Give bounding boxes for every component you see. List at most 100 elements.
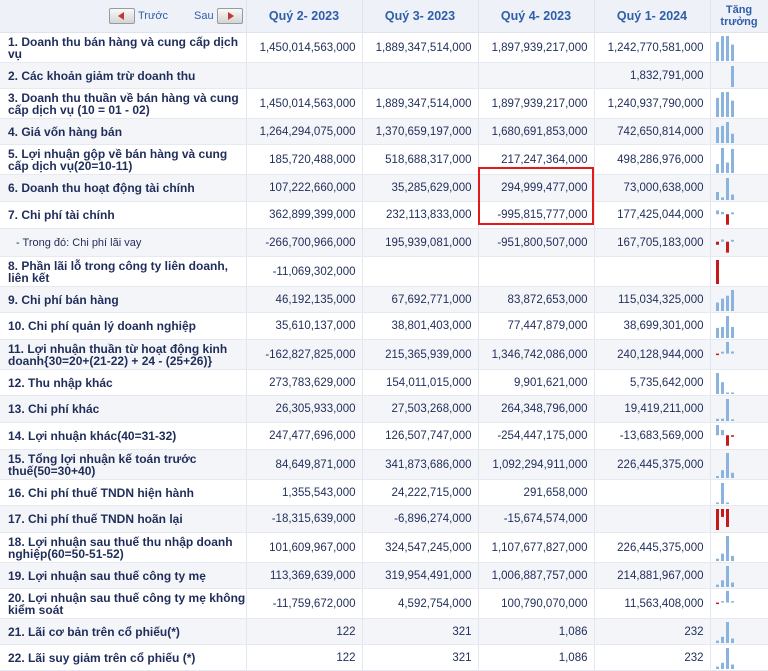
sparkline-bar <box>726 622 729 643</box>
sparkline-bar <box>716 327 719 337</box>
value-cell: 77,447,879,000 <box>478 313 594 340</box>
sparkline-bar <box>726 316 729 338</box>
row-label: - Trong đó: Chi phí lãi vay <box>0 229 246 257</box>
value-cell: 1,092,294,911,000 <box>478 450 594 480</box>
sparkline-bar <box>726 214 729 225</box>
value-cell: 1,086 <box>478 619 594 645</box>
value-cell: 5,735,642,000 <box>594 370 710 396</box>
sparkline-bar <box>716 164 719 173</box>
sparkline-bar <box>716 302 719 310</box>
row-label-line: 16. Chi phí thuế TNDN hiện hành <box>8 486 194 500</box>
value-cell: 100,790,070,000 <box>478 589 594 619</box>
value-cell: 273,783,629,000 <box>246 370 362 396</box>
row-label: 10. Chi phí quản lý doanh nghiệp <box>0 313 246 340</box>
value-cell <box>478 257 594 287</box>
growth-sparkline <box>710 450 768 480</box>
sparkline-bar <box>731 664 734 668</box>
value-cell: 362,899,399,000 <box>246 202 362 229</box>
sparkline-bar <box>731 66 734 87</box>
sparkline-chart <box>711 397 768 422</box>
sparkline-bar <box>726 435 729 446</box>
sparkline-bar <box>731 212 734 214</box>
sparkline-bar <box>731 133 734 142</box>
value-cell: -18,315,639,000 <box>246 506 362 533</box>
row-label: 4. Giá vốn hàng bán <box>0 119 246 145</box>
value-cell: 1,006,887,757,000 <box>478 563 594 589</box>
value-cell: 26,305,933,000 <box>246 396 362 423</box>
period-header: Quý 3- 2023 <box>362 0 478 33</box>
table-row: - Trong đó: Chi phí lãi vay-266,700,966,… <box>0 229 768 257</box>
value-cell: 1,107,677,827,000 <box>478 533 594 563</box>
sparkline-chart <box>711 534 768 562</box>
value-cell: 226,445,375,000 <box>594 450 710 480</box>
sparkline-bar <box>716 584 719 586</box>
value-cell: 215,365,939,000 <box>362 340 478 370</box>
growth-sparkline <box>710 175 768 202</box>
row-label: 17. Chi phí thuế TNDN hoãn lại <box>0 506 246 533</box>
growth-sparkline <box>710 119 768 145</box>
row-label: 12. Thu nhập khác <box>0 370 246 396</box>
growth-sparkline <box>710 287 768 313</box>
sparkline-bar <box>716 418 719 420</box>
sparkline-bar <box>726 590 729 602</box>
value-cell: 1,370,659,197,000 <box>362 119 478 145</box>
row-label-line: 13. Chi phí khác <box>8 402 99 416</box>
value-cell: 226,445,375,000 <box>594 533 710 563</box>
previous-period-button[interactable] <box>109 8 135 24</box>
value-cell: 291,658,000 <box>478 480 594 506</box>
value-cell <box>478 63 594 89</box>
sparkline-bar <box>726 392 729 394</box>
sparkline-chart <box>711 646 768 670</box>
growth-sparkline <box>710 645 768 671</box>
sparkline-chart <box>711 314 768 339</box>
growth-sparkline <box>710 480 768 506</box>
row-label-line: cấp dịch vụ(20=10-11) <box>8 159 132 173</box>
sparkline-chart <box>711 258 768 286</box>
table-row: 8. Phần lãi lỗ trong công ty liên doanh,… <box>0 257 768 287</box>
sparkline-bar <box>731 327 734 338</box>
sparkline-bar <box>721 326 724 337</box>
value-cell: 38,801,403,000 <box>362 313 478 340</box>
row-label: 19. Lợi nhuận sau thuế công ty mẹ <box>0 563 246 589</box>
growth-sparkline <box>710 89 768 119</box>
row-label-line: 7. Chi phí tài chính <box>8 208 115 222</box>
value-cell: 1,889,347,514,000 <box>362 89 478 119</box>
row-label: 21. Lãi cơ bản trên cổ phiếu(*) <box>0 619 246 645</box>
row-label: 22. Lãi suy giảm trên cổ phiếu (*) <box>0 645 246 671</box>
sparkline-bar <box>731 472 734 477</box>
value-cell: 498,286,976,000 <box>594 145 710 175</box>
value-cell: -995,815,777,000 <box>478 202 594 229</box>
row-label: 16. Chi phí thuế TNDN hiện hành <box>0 480 246 506</box>
value-cell: 195,939,081,000 <box>362 229 478 257</box>
value-cell: 46,192,135,000 <box>246 287 362 313</box>
sparkline-chart <box>711 451 768 479</box>
sparkline-bar <box>721 601 724 603</box>
growth-sparkline <box>710 33 768 63</box>
value-cell: 9,901,621,000 <box>478 370 594 396</box>
previous-label[interactable]: Trước <box>138 10 168 22</box>
sparkline-chart <box>711 203 768 228</box>
row-label-line: doanh{30=20+(21-22) + 24 - (25+26)} <box>8 354 212 368</box>
value-cell: 1,242,770,581,000 <box>594 33 710 63</box>
next-period-button[interactable] <box>217 8 243 24</box>
sparkline-bar <box>731 351 734 353</box>
growth-sparkline <box>710 370 768 396</box>
sparkline-bar <box>721 148 724 173</box>
value-cell <box>362 63 478 89</box>
next-label[interactable]: Sau <box>194 10 214 22</box>
value-cell: 1,346,742,086,000 <box>478 340 594 370</box>
sparkline-bar <box>721 92 724 117</box>
